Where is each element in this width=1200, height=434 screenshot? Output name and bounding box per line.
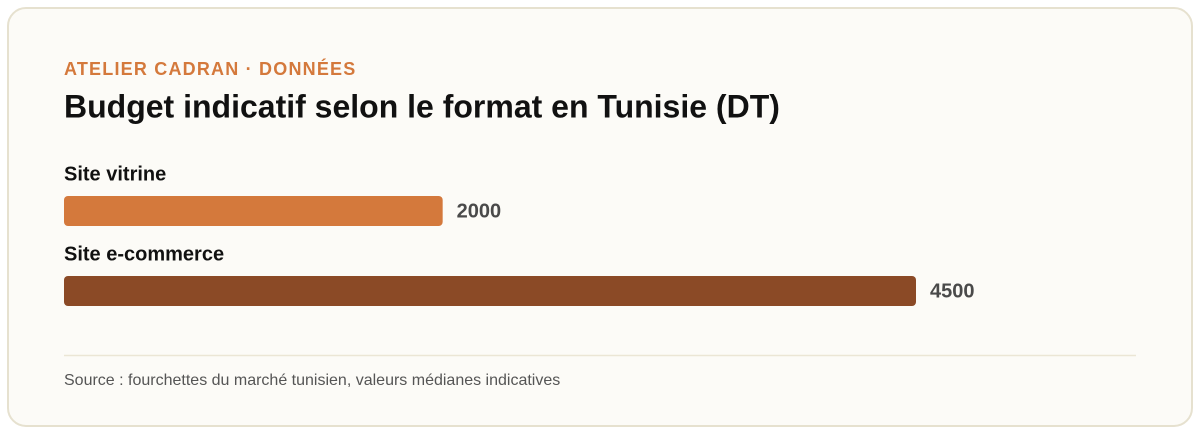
bar bbox=[64, 276, 916, 306]
chart-subtitle: ATELIER CADRAN · DONNÉES bbox=[64, 58, 356, 79]
chart-title: Budget indicatif selon le format en Tuni… bbox=[64, 88, 780, 124]
category-label: Site e-commerce bbox=[64, 243, 224, 265]
value-label: 2000 bbox=[457, 200, 502, 222]
card bbox=[7, 7, 1193, 427]
bar bbox=[64, 196, 443, 226]
value-label: 4500 bbox=[930, 280, 975, 302]
category-label: Site vitrine bbox=[64, 163, 166, 185]
source-note: Source : fourchettes du marché tunisien,… bbox=[64, 372, 560, 389]
